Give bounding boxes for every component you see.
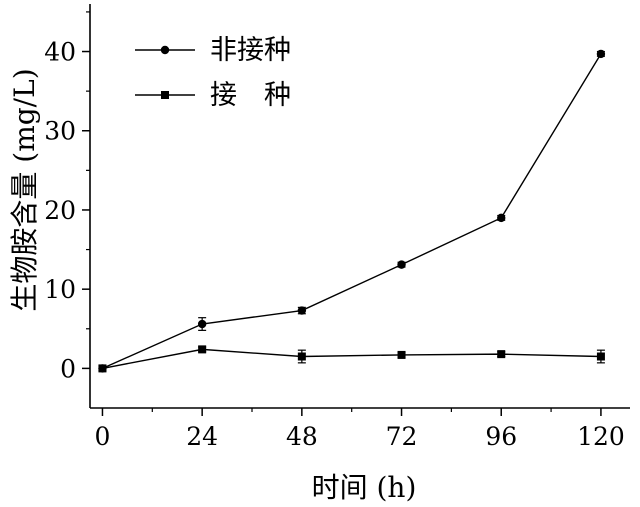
series-layer <box>98 49 606 373</box>
y-tick-label: 10 <box>44 275 76 304</box>
data-point <box>397 260 406 269</box>
y-tick-label: 0 <box>60 354 76 383</box>
x-tick-label: 24 <box>186 422 218 451</box>
series-2 <box>98 345 605 373</box>
data-point <box>397 350 406 359</box>
x-ticks: 0 24 48 72 96 120 <box>95 408 625 451</box>
data-point <box>197 319 207 329</box>
legend-label-series-2: 接 种 <box>210 80 291 111</box>
data-point <box>497 350 506 359</box>
data-point <box>98 364 107 373</box>
y-tick-label: 40 <box>44 38 76 67</box>
legend: 非接种 接 种 <box>135 35 291 111</box>
x-tick-label: 0 <box>95 422 111 451</box>
data-point <box>297 306 307 315</box>
x-axis-title: 时间 (h) <box>312 471 417 504</box>
legend-marker-series-2 <box>161 91 169 99</box>
legend-label-series-1: 非接种 <box>210 35 291 66</box>
data-point <box>297 352 306 361</box>
data-point <box>198 345 207 354</box>
x-tick-label: 96 <box>485 422 517 451</box>
y-tick-label: 30 <box>44 117 76 146</box>
series-line <box>102 348 601 370</box>
data-point <box>596 352 605 361</box>
data-point <box>596 49 606 59</box>
axes <box>89 4 630 409</box>
x-tick-label: 120 <box>577 422 625 451</box>
x-tick-label: 72 <box>386 422 418 451</box>
series-line <box>102 53 602 370</box>
y-axis-title: 生物胺含量 (mg/L) <box>8 68 41 311</box>
y-tick-label: 20 <box>44 196 76 225</box>
y-ticks: 0 10 20 30 40 <box>44 11 90 383</box>
x-tick-label: 48 <box>286 422 318 451</box>
legend-marker-series-1 <box>160 45 170 55</box>
data-point <box>497 213 506 223</box>
